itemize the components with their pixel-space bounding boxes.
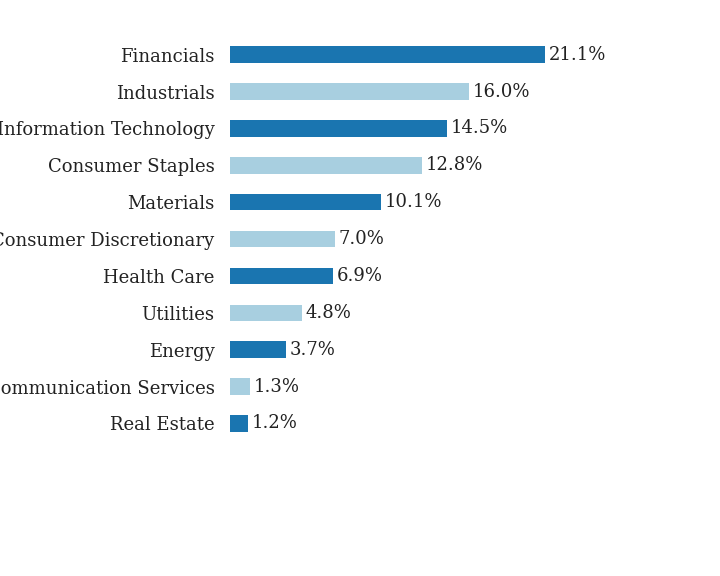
Text: 4.8%: 4.8%: [306, 304, 351, 322]
Bar: [230, 268, 333, 284]
Bar: [230, 120, 447, 137]
Bar: [230, 231, 335, 247]
Text: 21.1%: 21.1%: [549, 46, 607, 63]
Text: 6.9%: 6.9%: [337, 267, 383, 285]
Text: 14.5%: 14.5%: [451, 119, 508, 138]
Text: 1.3%: 1.3%: [253, 378, 300, 396]
Bar: [230, 83, 469, 100]
Text: 12.8%: 12.8%: [426, 156, 482, 175]
Bar: [230, 46, 546, 63]
Bar: [230, 305, 302, 321]
Text: 7.0%: 7.0%: [338, 230, 384, 248]
Text: 16.0%: 16.0%: [473, 82, 531, 100]
Text: 3.7%: 3.7%: [289, 340, 336, 359]
Bar: [230, 415, 248, 432]
Bar: [230, 378, 250, 395]
Bar: [230, 342, 286, 358]
Bar: [230, 194, 381, 210]
Text: 1.2%: 1.2%: [252, 415, 298, 433]
Bar: [230, 157, 421, 173]
Text: 10.1%: 10.1%: [385, 193, 443, 211]
